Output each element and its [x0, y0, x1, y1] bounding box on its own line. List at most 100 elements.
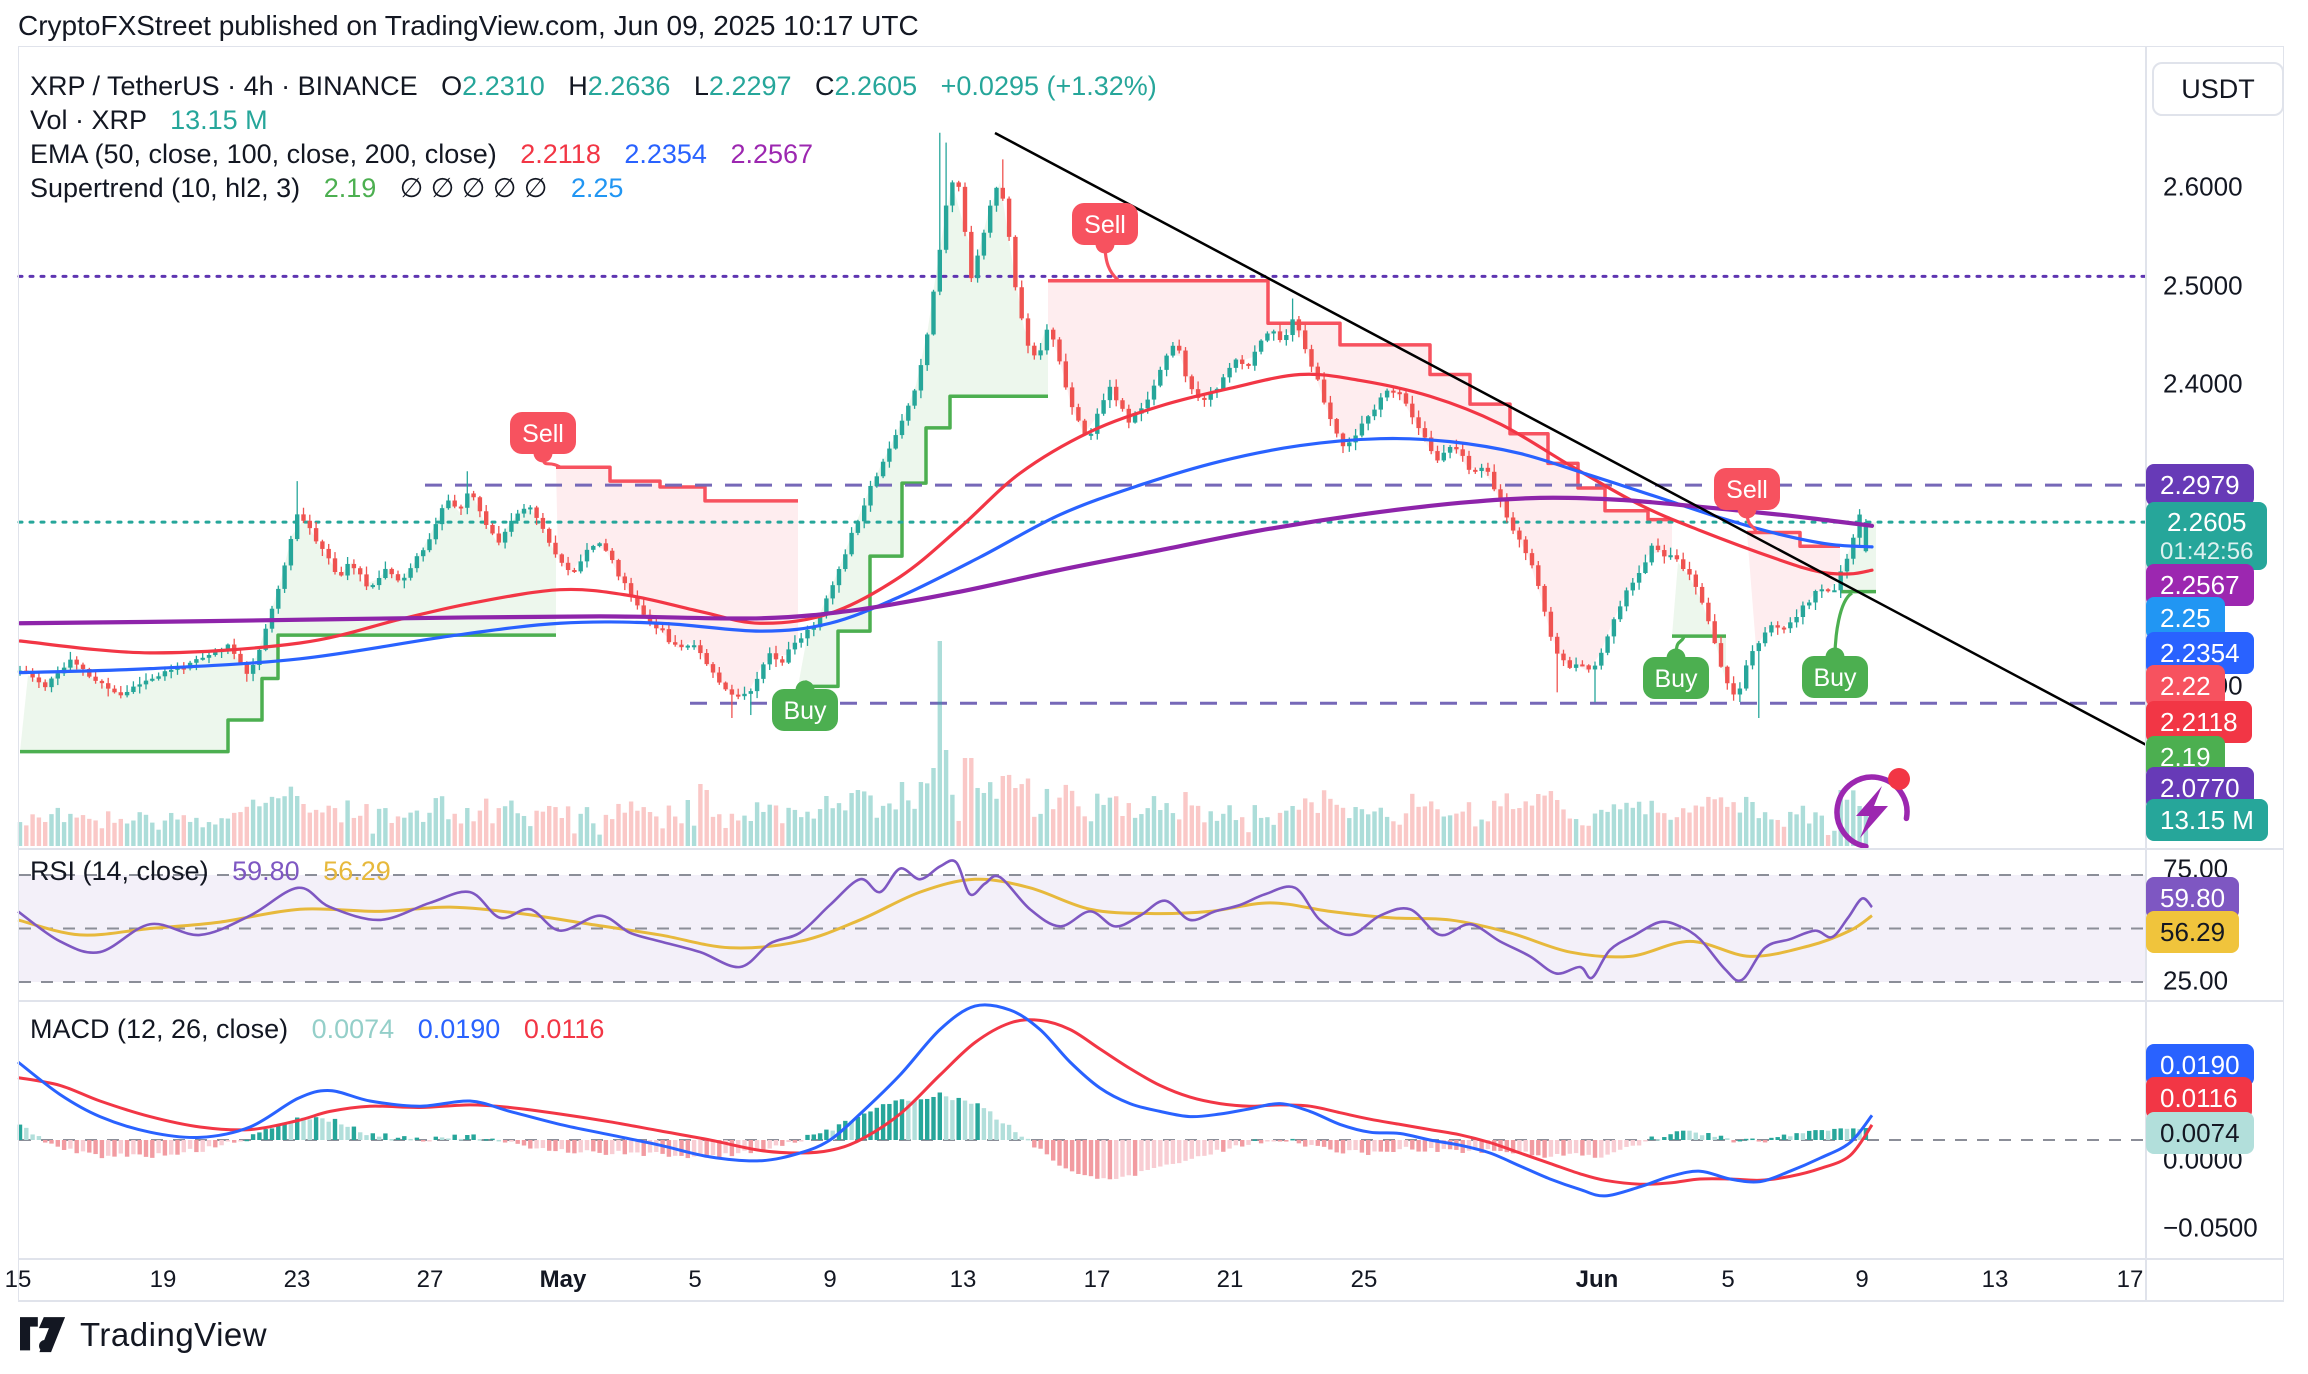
buy-marker[interactable]: Buy — [772, 680, 838, 732]
candle-body — [1788, 622, 1793, 629]
candle-body — [36, 677, 42, 683]
candle-body — [496, 533, 501, 543]
macd-histogram-bar — [855, 1116, 861, 1140]
candle-body — [345, 563, 350, 576]
ema200-value: 2.2567 — [730, 139, 814, 169]
macd-histogram-bar — [1025, 1138, 1031, 1141]
volume-bar — [1189, 805, 1194, 846]
macd-histogram-bar — [1032, 1140, 1037, 1148]
macd-histogram-bar — [1762, 1140, 1768, 1143]
macd-histogram-bar — [1668, 1134, 1673, 1140]
macd-histogram-bar — [30, 1134, 35, 1140]
volume-bar — [931, 768, 936, 846]
macd-histogram-bar — [1529, 1140, 1535, 1156]
supertrend-band-value: 2.25 — [570, 173, 624, 203]
low-value: 2.2297 — [708, 71, 792, 101]
volume-bar — [817, 809, 823, 846]
macd-histogram-bar — [685, 1140, 690, 1159]
volume-bar — [1378, 807, 1383, 846]
macd-histogram-bar — [313, 1117, 319, 1140]
macd-histogram-bar — [824, 1129, 829, 1140]
volume-bar — [698, 784, 703, 846]
macd-histogram-bar — [1706, 1133, 1711, 1140]
macd-histogram-bar — [1479, 1140, 1484, 1153]
candle-body — [1605, 636, 1610, 653]
macd-histogram-bar — [1328, 1140, 1333, 1150]
candle-body — [1447, 446, 1453, 453]
volume-bar — [628, 801, 634, 846]
volume-bar — [55, 807, 60, 846]
candle-body — [635, 596, 640, 606]
candle-body — [376, 577, 382, 586]
buy-marker[interactable]: Buy — [1802, 591, 1868, 698]
volume-bar — [565, 806, 571, 846]
candle-body — [206, 655, 212, 658]
macd-histogram-bar — [269, 1128, 275, 1140]
volume-bar — [893, 809, 898, 846]
supertrend-fill — [1048, 280, 1672, 672]
candle-body — [1466, 455, 1472, 470]
macd-histogram-bar — [1063, 1140, 1068, 1169]
volume-bar — [181, 815, 186, 846]
macd-histogram-bar — [1101, 1140, 1106, 1179]
volume-bar — [1044, 788, 1050, 846]
macd-histogram-bar — [572, 1140, 577, 1154]
volume-bar — [1832, 830, 1837, 846]
descending-trendline[interactable] — [994, 131, 2153, 750]
candle-body — [1384, 390, 1390, 398]
volume-bar — [219, 818, 224, 846]
macd-histogram-bar — [792, 1140, 798, 1143]
volume-bar — [1756, 818, 1761, 846]
candle-body — [1706, 602, 1711, 622]
macd-histogram-bar — [597, 1140, 602, 1153]
candle-body — [1548, 611, 1554, 637]
candle-body — [143, 680, 149, 685]
candle-body — [597, 543, 602, 546]
candle-body — [975, 255, 980, 279]
macd-histogram-bar — [1630, 1140, 1635, 1146]
macd-histogram-bar — [389, 1139, 394, 1141]
candle-body — [1284, 335, 1289, 341]
candle-body — [994, 187, 999, 206]
currency-toggle-button[interactable]: USDT — [2152, 62, 2284, 116]
macd-histogram-bar — [1624, 1140, 1629, 1147]
candle-body — [1019, 287, 1024, 319]
candle-body — [1473, 469, 1478, 472]
macd-histogram-bar — [181, 1140, 186, 1153]
sell-marker[interactable]: Sell — [510, 412, 576, 469]
macd-histogram-bar — [553, 1140, 558, 1152]
buy-marker[interactable]: Buy — [1643, 636, 1709, 699]
candle-body — [565, 562, 571, 570]
volume-bar — [1857, 806, 1862, 846]
candle-body — [1567, 660, 1572, 668]
candle-body — [1674, 555, 1680, 560]
candle-body — [244, 662, 249, 674]
time-tick-9: 9 — [823, 1266, 837, 1293]
volume-bar — [880, 805, 886, 846]
candle-body — [1662, 550, 1667, 557]
macd-histogram-bar — [1315, 1140, 1320, 1146]
macd-histogram-bar — [1095, 1140, 1100, 1179]
candle-body — [830, 585, 835, 599]
sell-marker[interactable]: Sell — [1714, 468, 1780, 532]
volume-bar — [339, 822, 344, 846]
price-axis[interactable] — [2146, 46, 2308, 1300]
macd-histogram-bar — [471, 1134, 476, 1140]
macd-histogram-bar — [1321, 1140, 1327, 1147]
macd-histogram-bar — [446, 1138, 451, 1141]
volume-bar — [1750, 802, 1755, 846]
volume-bar — [112, 822, 117, 846]
sell-marker[interactable]: Sell — [1072, 203, 1138, 282]
flash-icon[interactable] — [1831, 768, 1912, 853]
candle-body — [1082, 420, 1087, 435]
candle-body — [1781, 627, 1787, 630]
candle-body — [250, 665, 256, 674]
candle-body — [282, 565, 287, 589]
candle-body — [824, 598, 829, 615]
candle-body — [1051, 329, 1056, 340]
macd-histogram-bar — [773, 1140, 779, 1146]
macd-histogram-bar — [213, 1140, 218, 1148]
candle-body — [1775, 625, 1780, 628]
candle-body — [225, 644, 231, 651]
